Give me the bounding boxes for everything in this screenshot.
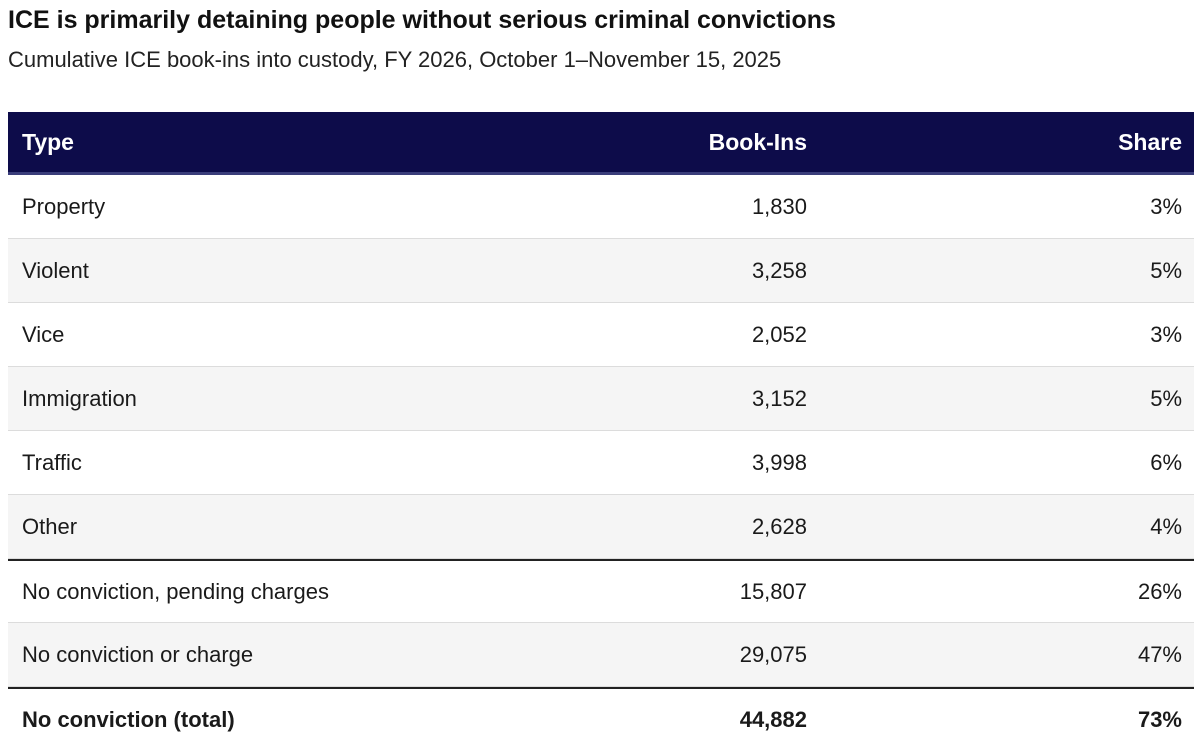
cell-type: Immigration bbox=[22, 385, 137, 411]
cell-book-ins: 2,052 bbox=[751, 321, 807, 347]
column-header-share: Share bbox=[1118, 128, 1182, 155]
chart-subtitle: Cumulative ICE book-ins into custody, FY… bbox=[8, 47, 782, 72]
cell-type: Vice bbox=[22, 321, 65, 347]
cell-share: 26% bbox=[1137, 578, 1182, 604]
cell-type: No conviction or charge bbox=[22, 641, 254, 667]
table-row-immigration: Immigration 3,152 5% bbox=[8, 367, 1194, 431]
cell-book-ins: 1,830 bbox=[751, 193, 807, 219]
cell-type: Property bbox=[22, 193, 106, 219]
table-row-traffic: Traffic 3,998 6% bbox=[8, 431, 1194, 495]
cell-book-ins: 2,628 bbox=[751, 513, 807, 539]
column-header-book-ins: Book-Ins bbox=[708, 128, 807, 155]
cell-book-ins: 44,882 bbox=[739, 707, 807, 732]
table-body: Property 1,830 3% Violent 3,258 5% Vice … bbox=[8, 175, 1194, 751]
cell-share: 47% bbox=[1137, 641, 1182, 667]
cell-share: 6% bbox=[1150, 449, 1182, 475]
table-row-other: Other 2,628 4% bbox=[8, 495, 1194, 559]
column-header-type: Type bbox=[22, 128, 74, 155]
cell-share: 73% bbox=[1137, 707, 1182, 732]
cell-type: No conviction (total) bbox=[22, 707, 235, 732]
cell-book-ins: 29,075 bbox=[739, 641, 807, 667]
table-row-violent: Violent 3,258 5% bbox=[8, 239, 1194, 303]
table-row-vice: Vice 2,052 3% bbox=[8, 303, 1194, 367]
table-row-property: Property 1,830 3% bbox=[8, 175, 1194, 239]
table-row-total: No conviction (total) 44,882 73% bbox=[8, 687, 1194, 751]
cell-share: 3% bbox=[1150, 321, 1182, 347]
cell-book-ins: 3,258 bbox=[751, 257, 807, 283]
table-header-row: Type Book-Ins Share bbox=[8, 112, 1194, 175]
cell-type: Traffic bbox=[22, 449, 82, 475]
cell-book-ins: 15,807 bbox=[739, 578, 807, 604]
cell-book-ins: 3,152 bbox=[751, 385, 807, 411]
data-table: Type Book-Ins Share Property 1,830 3% Vi… bbox=[8, 112, 1194, 751]
table-row-no-conviction-or-charge: No conviction or charge 29,075 47% bbox=[8, 623, 1194, 687]
cell-type: Other bbox=[22, 513, 78, 539]
cell-share: 5% bbox=[1150, 385, 1182, 411]
cell-type: Violent bbox=[22, 257, 89, 283]
cell-book-ins: 3,998 bbox=[751, 449, 807, 475]
cell-share: 3% bbox=[1150, 193, 1182, 219]
cell-share: 4% bbox=[1150, 513, 1182, 539]
chart-title: ICE is primarily detaining people withou… bbox=[8, 6, 836, 34]
cell-type: No conviction, pending charges bbox=[22, 578, 329, 604]
cell-share: 5% bbox=[1150, 257, 1182, 283]
table-row-pending-charges: No conviction, pending charges 15,807 26… bbox=[8, 559, 1194, 623]
